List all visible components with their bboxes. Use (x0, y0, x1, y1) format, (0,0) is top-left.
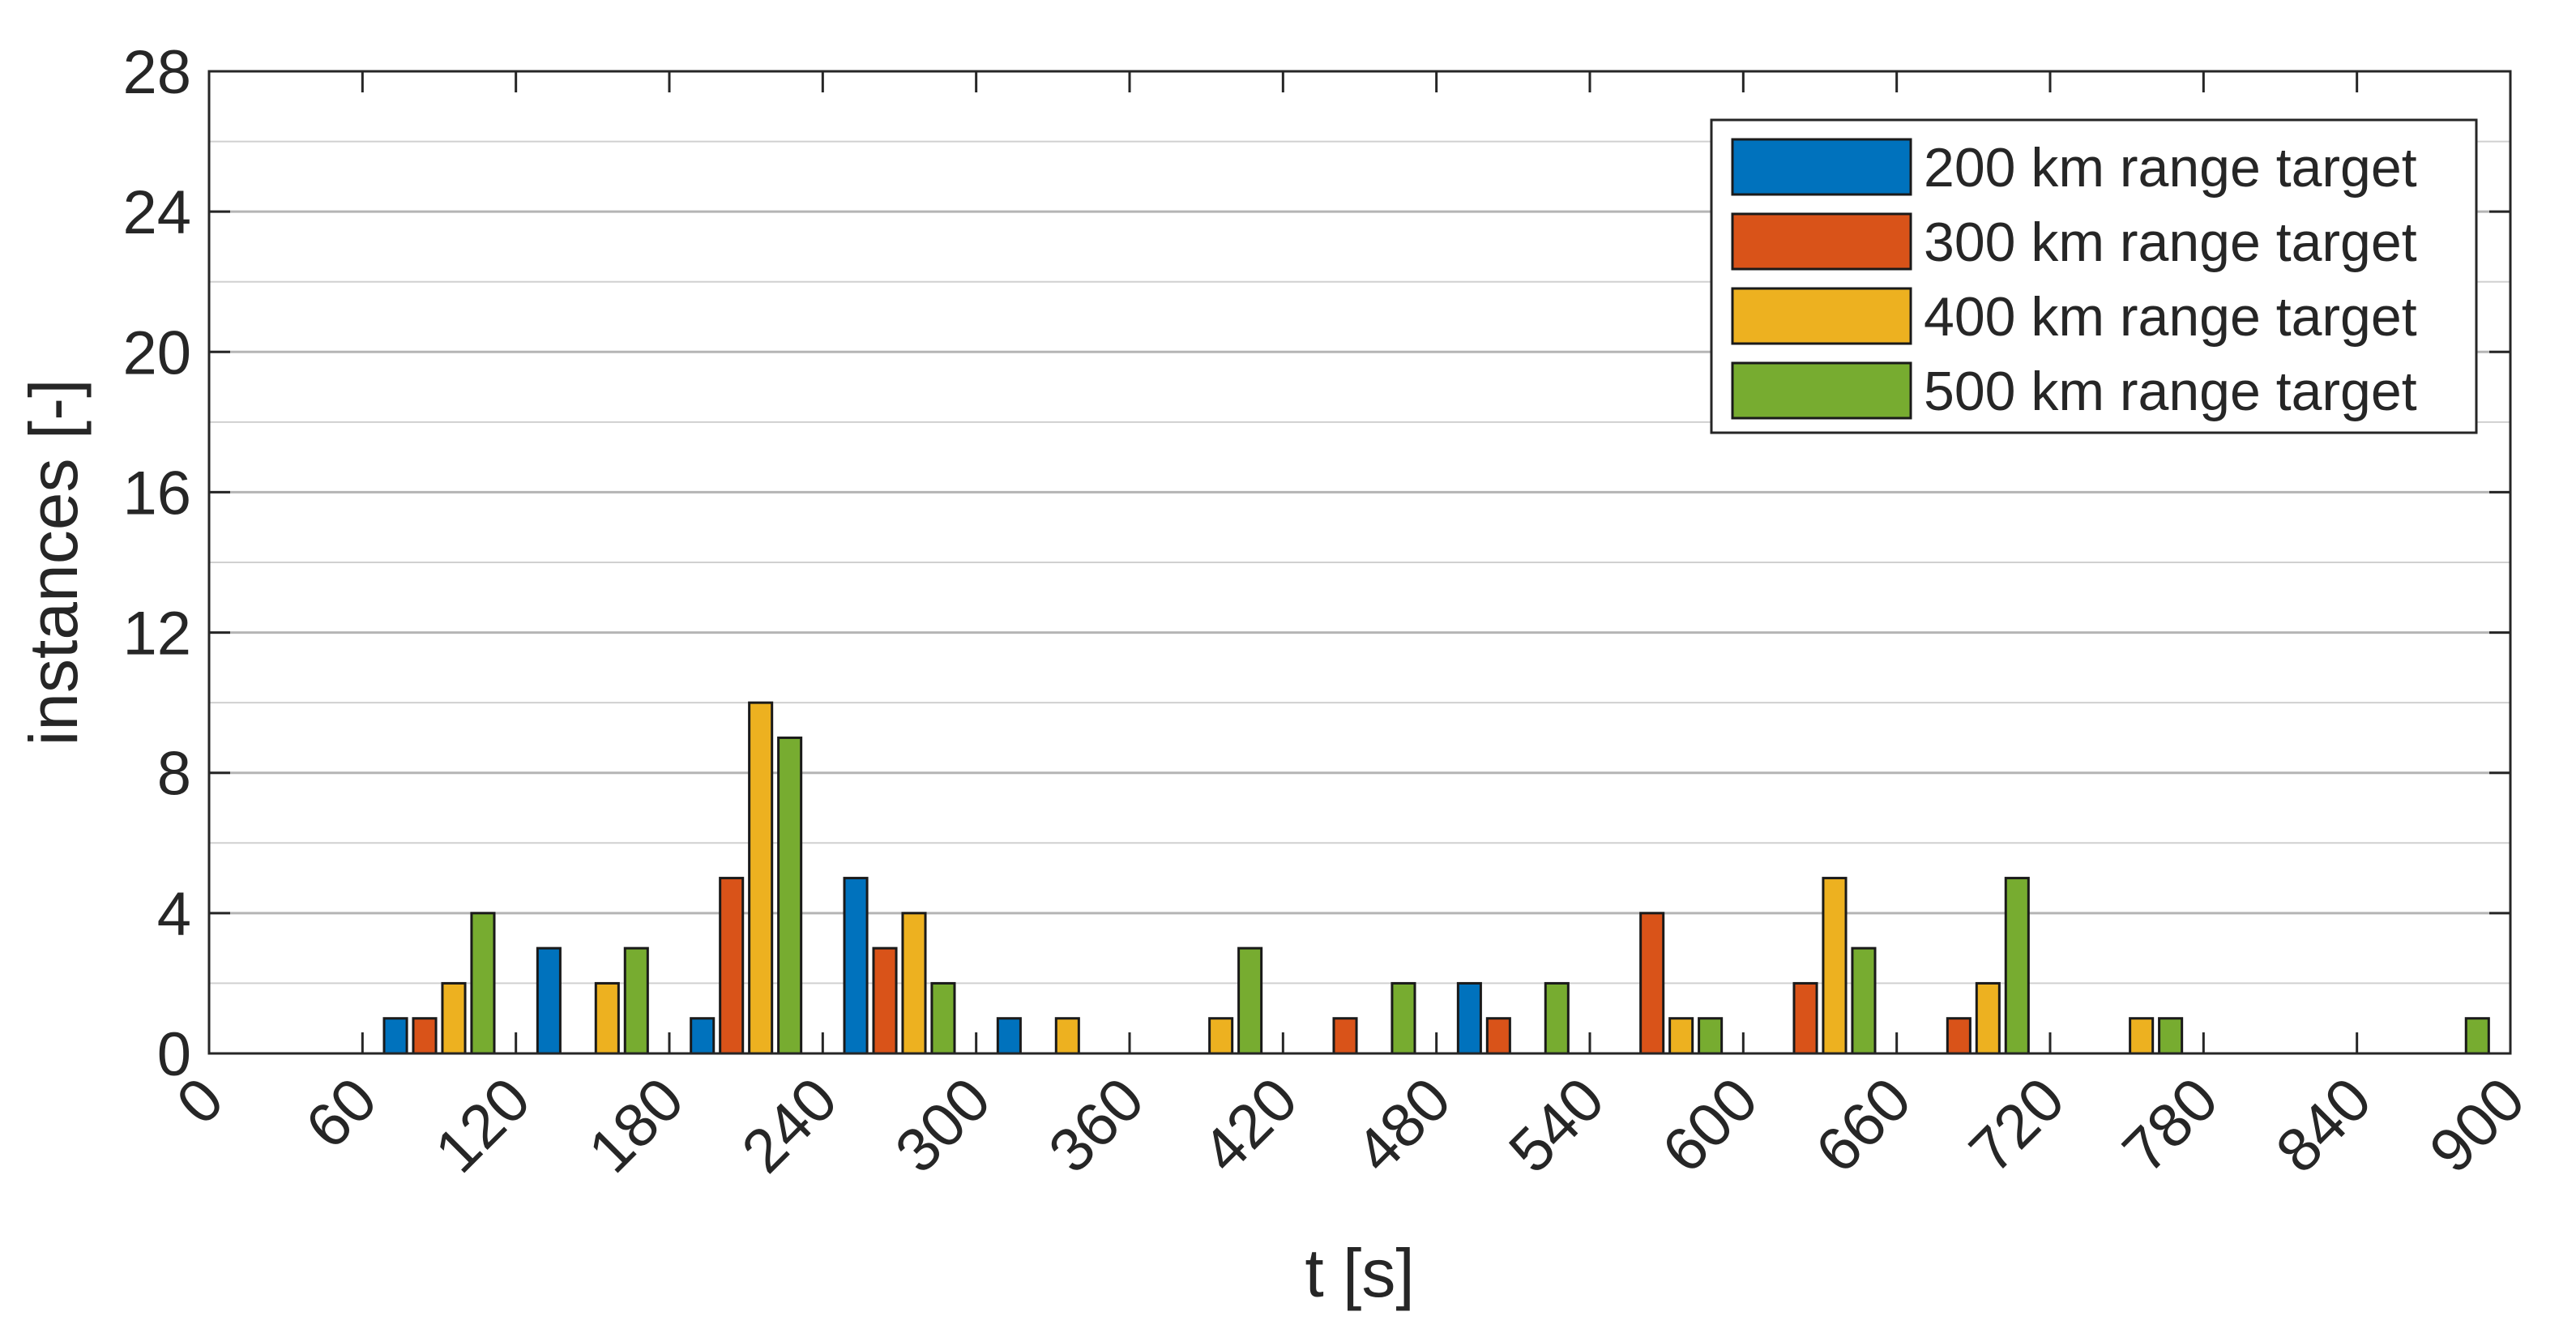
x-tick-label: 540 (1496, 1065, 1617, 1186)
bar (996, 1017, 1022, 1055)
bar (1237, 946, 1263, 1055)
legend-entry: 400 km range target (1924, 286, 2417, 348)
y-axis-ticks: 0 4 8 12 16 20 24 28 (122, 38, 2510, 1089)
legend-swatch (1731, 212, 1912, 271)
bar (1544, 981, 1570, 1055)
bar (382, 1017, 408, 1055)
x-tick-label: 720 (1956, 1065, 2078, 1186)
bar (843, 877, 869, 1055)
bar (1332, 1017, 1358, 1055)
x-tick-label: 780 (2110, 1065, 2232, 1186)
bar (777, 736, 803, 1055)
bar (1639, 912, 1665, 1055)
x-tick-label: 420 (1190, 1065, 1311, 1186)
y-tick-label: 0 (157, 1020, 191, 1089)
bar (1946, 1017, 1972, 1055)
bar (2004, 877, 2030, 1055)
bar (470, 912, 496, 1055)
bar (1208, 1017, 1234, 1055)
x-tick-label: 660 (1803, 1065, 1925, 1186)
x-tick-label: 180 (575, 1065, 697, 1186)
bar (1975, 981, 2001, 1055)
bar (623, 946, 649, 1055)
plot-frame (207, 70, 2512, 1055)
y-tick-label: 28 (122, 38, 191, 107)
bar (901, 912, 927, 1055)
x-tick-label: 120 (422, 1065, 544, 1186)
bar (441, 981, 467, 1055)
x-tick-label: 480 (1343, 1065, 1464, 1186)
legend-entry: 300 km range target (1924, 211, 2417, 273)
bar (748, 701, 774, 1055)
bar (1668, 1017, 1694, 1055)
x-tick-label: 840 (2263, 1065, 2385, 1186)
y-tick-label: 12 (122, 600, 191, 669)
bar (1851, 946, 1877, 1055)
y-tick-label: 8 (157, 740, 191, 809)
legend-swatch (1731, 287, 1912, 345)
bar (2464, 1017, 2490, 1055)
bar (1456, 981, 1482, 1055)
x-tick-label: 60 (293, 1065, 390, 1162)
bar (1485, 1017, 1511, 1055)
bar (1698, 1017, 1724, 1055)
y-tick-label: 16 (122, 459, 191, 528)
legend: 200 km range target 300 km range target 40… (1710, 118, 2478, 434)
bar (2129, 1017, 2155, 1055)
bar (1792, 981, 1818, 1055)
y-tick-label: 20 (122, 318, 191, 387)
bar (872, 946, 898, 1055)
legend-entry: 200 km range target (1924, 137, 2417, 199)
legend-swatch (1731, 361, 1912, 420)
y-axis-label: instances [-] (15, 379, 92, 746)
x-tick-label: 900 (2416, 1065, 2538, 1186)
x-tick-label: 300 (882, 1065, 1004, 1186)
bar (690, 1017, 716, 1055)
x-tick-label: 240 (729, 1065, 851, 1186)
bar (1391, 981, 1416, 1055)
bar-series (382, 701, 2490, 1055)
bar (1054, 1017, 1080, 1055)
bar (594, 981, 620, 1055)
bar (1822, 877, 1848, 1055)
x-tick-label: 600 (1650, 1065, 1771, 1186)
y-tick-label: 24 (122, 178, 191, 247)
bar (930, 981, 956, 1055)
bar (412, 1017, 438, 1055)
bar (719, 877, 745, 1055)
y-tick-label: 4 (157, 880, 191, 949)
bar (536, 946, 562, 1055)
legend-swatch (1731, 138, 1912, 196)
legend-entry: 500 km range target (1924, 361, 2417, 422)
x-tick-label: 360 (1036, 1065, 1157, 1186)
x-axis-label: t [s] (1305, 1235, 1414, 1311)
bar (2158, 1017, 2184, 1055)
